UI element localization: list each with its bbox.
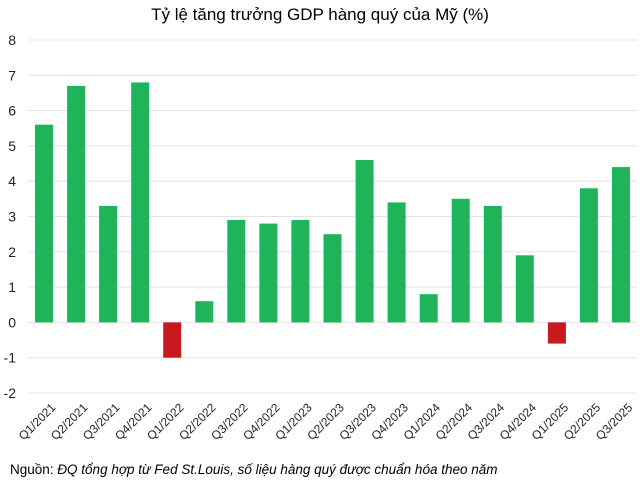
gridlines <box>28 39 637 394</box>
y-tick-label: 2 <box>8 244 16 260</box>
chart-title: Tỷ lệ tăng trưởng GDP hàng quý của Mỹ (%… <box>151 5 489 24</box>
bar <box>483 205 502 323</box>
bar <box>579 188 598 323</box>
y-tick-label: 4 <box>8 173 16 189</box>
bar <box>323 234 342 323</box>
source-label: Nguồn: <box>10 462 58 477</box>
bars <box>35 82 630 358</box>
bar <box>67 85 86 323</box>
bar <box>419 294 438 323</box>
bar <box>35 124 53 323</box>
bar <box>163 322 182 358</box>
x-axis-ticks: Q1/2021Q2/2021Q3/2021Q4/2021Q1/2022Q2/20… <box>16 400 636 443</box>
bar <box>355 160 374 323</box>
bar <box>99 205 118 323</box>
y-tick-label: 8 <box>8 32 16 48</box>
bar <box>291 220 310 323</box>
bar <box>195 301 214 323</box>
y-tick-label: 6 <box>8 103 16 119</box>
bar <box>387 202 406 323</box>
y-axis-ticks: 8 7 6 5 4 3 2 1 0 -1 -2 <box>4 32 17 401</box>
y-tick-label: 0 <box>8 314 16 330</box>
source-text: ĐQ tổng hợp từ Fed St.Louis, số liệu hàn… <box>57 462 498 477</box>
y-tick-label: -2 <box>4 385 17 401</box>
source-note: Nguồn: ĐQ tổng hợp từ Fed St.Louis, số l… <box>10 462 498 477</box>
y-tick-label: 3 <box>8 209 16 225</box>
bar <box>612 167 630 323</box>
y-tick-label: 1 <box>8 279 16 295</box>
bar <box>515 255 534 323</box>
y-tick-label: 5 <box>8 138 16 154</box>
bar <box>547 322 566 344</box>
y-tick-label: -1 <box>4 350 17 366</box>
bar <box>451 198 470 323</box>
bar <box>259 223 278 323</box>
bar <box>227 220 246 323</box>
bar <box>131 82 150 323</box>
y-tick-label: 7 <box>8 67 16 83</box>
